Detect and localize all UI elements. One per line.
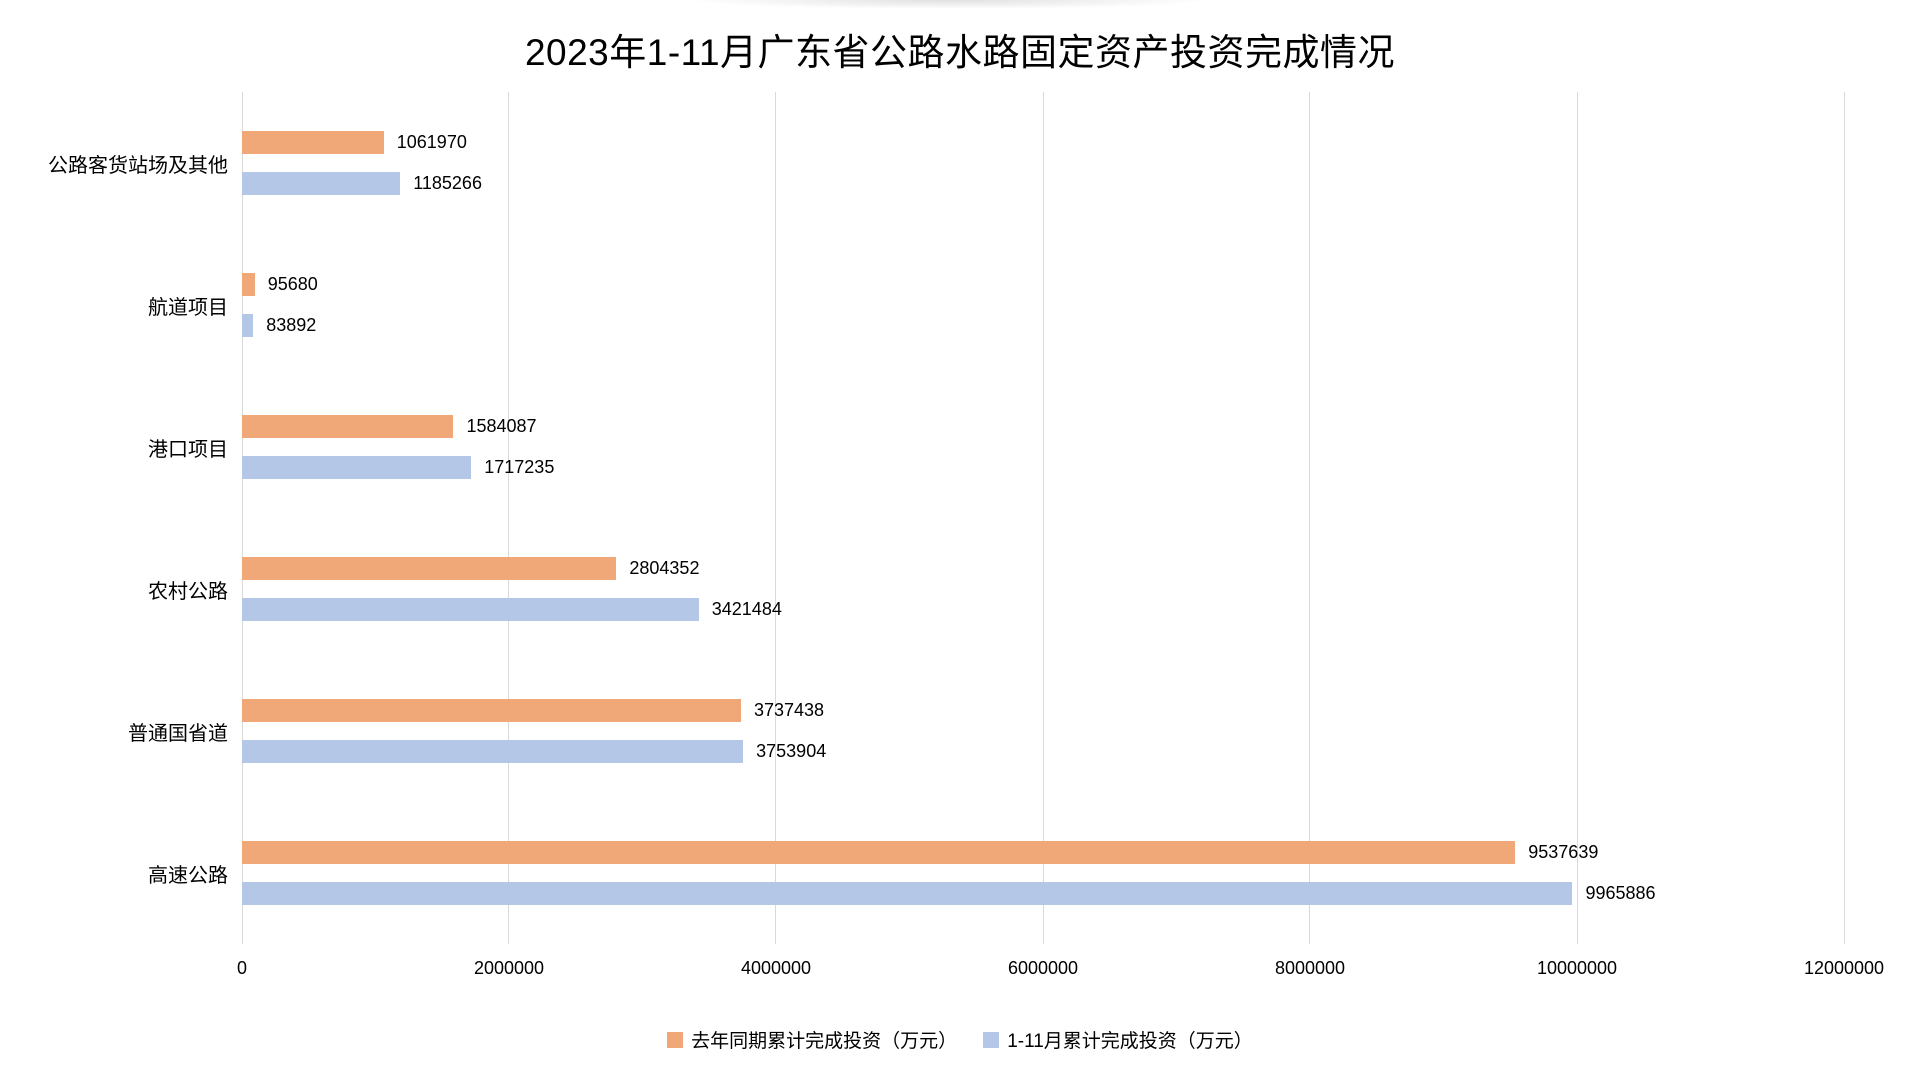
x-tick-label: 4000000 <box>740 958 812 978</box>
category-label: 普通国省道 <box>128 722 228 745</box>
gridline <box>1843 92 1845 944</box>
bar-group: 3737438 3753904 <box>242 660 1844 802</box>
legend-swatch-icon <box>667 1031 684 1048</box>
value-label: 3737438 <box>753 700 825 720</box>
x-tick-label: 6000000 <box>1007 958 1079 978</box>
bar <box>242 557 617 580</box>
gridline <box>1309 92 1311 944</box>
bar <box>242 841 1516 864</box>
bar-line: 95680 <box>242 273 1844 296</box>
value-label: 95680 <box>267 274 318 294</box>
bar-groups: 1061970 1185266 95680 83892 1584087 1717235 28… <box>242 92 1844 944</box>
gridline <box>1576 92 1578 944</box>
bar <box>242 456 472 479</box>
legend-item: 去年同期累计完成投资（万元） <box>667 1026 957 1053</box>
gridline <box>241 92 243 944</box>
legend: 去年同期累计完成投资（万元） 1-11月累计完成投资（万元） <box>0 1026 1920 1053</box>
bar-group: 95680 83892 <box>242 234 1844 376</box>
category-axis: 公路客货站场及其他航道项目港口项目农村公路普通国省道高速公路 <box>0 92 242 944</box>
plot-area: 1061970 1185266 95680 83892 1584087 1717235 28… <box>241 92 1845 944</box>
bar <box>242 314 254 337</box>
bar <box>242 882 1573 905</box>
value-label: 2804352 <box>629 558 700 578</box>
legend-swatch-icon <box>983 1031 1000 1048</box>
bar <box>242 273 255 296</box>
bar <box>242 598 699 621</box>
bar <box>242 172 401 195</box>
bar-line: 3421484 <box>242 598 1844 621</box>
category-label: 公路客货站场及其他 <box>48 154 228 177</box>
bar-line: 2804352 <box>242 557 1844 580</box>
x-tick-label: 10000000 <box>1536 958 1618 978</box>
legend-label: 去年同期累计完成投资（万元） <box>691 1031 958 1052</box>
value-label: 1061970 <box>396 132 467 152</box>
x-tick-label: 2000000 <box>473 958 545 978</box>
x-axis: 0 2000000 4000000 6000000 8000000 10000000 120… <box>237 958 1884 986</box>
category-label: 高速公路 <box>148 864 228 887</box>
value-label: 1185266 <box>413 173 482 193</box>
category-label: 农村公路 <box>148 580 228 603</box>
category-label: 航道项目 <box>148 296 228 319</box>
value-label: 3421484 <box>711 599 782 619</box>
x-tick-label: 8000000 <box>1274 958 1346 978</box>
value-label: 3753904 <box>756 741 827 761</box>
value-label: 83892 <box>266 315 317 335</box>
value-label: 9537639 <box>1528 842 1599 862</box>
bar-line: 1717235 <box>242 456 1844 479</box>
legend-item: 1-11月累计完成投资（万元） <box>983 1026 1253 1053</box>
bar <box>242 699 741 722</box>
bar <box>242 415 454 438</box>
bar-line: 9965886 <box>242 882 1844 905</box>
x-tick-label: 12000000 <box>1803 958 1885 978</box>
bar-group: 1584087 1717235 <box>242 376 1844 518</box>
value-label: 1584087 <box>466 416 537 436</box>
value-label: 9965886 <box>1585 883 1656 903</box>
bar-line: 3753904 <box>242 740 1844 763</box>
gridline <box>508 92 510 944</box>
value-label: 1717235 <box>484 457 555 477</box>
bar-line: 83892 <box>242 314 1844 337</box>
x-tick-label: 0 <box>236 958 248 978</box>
category-label: 港口项目 <box>148 438 228 461</box>
bar <box>242 131 384 154</box>
gridline <box>775 92 777 944</box>
bar-line: 1584087 <box>242 415 1844 438</box>
chart-title: 2023年1-11月广东省公路水路固定资产投资完成情况 <box>524 32 1396 73</box>
gridline <box>1042 92 1044 944</box>
legend-label: 1-11月累计完成投资（万元） <box>1007 1031 1253 1052</box>
bar-line: 3737438 <box>242 699 1844 722</box>
bar-group: 1061970 1185266 <box>242 92 1844 234</box>
bar-group: 2804352 3421484 <box>242 518 1844 660</box>
cropped-element-shadow <box>690 0 1210 9</box>
bar-line: 1061970 <box>242 131 1844 154</box>
bar-line: 1185266 <box>242 172 1844 195</box>
chart-body: 公路客货站场及其他航道项目港口项目农村公路普通国省道高速公路 1061970 11… <box>0 92 1845 944</box>
bar <box>242 740 744 763</box>
bar-line: 9537639 <box>242 841 1844 864</box>
bar-group: 9537639 9965886 <box>242 802 1844 944</box>
